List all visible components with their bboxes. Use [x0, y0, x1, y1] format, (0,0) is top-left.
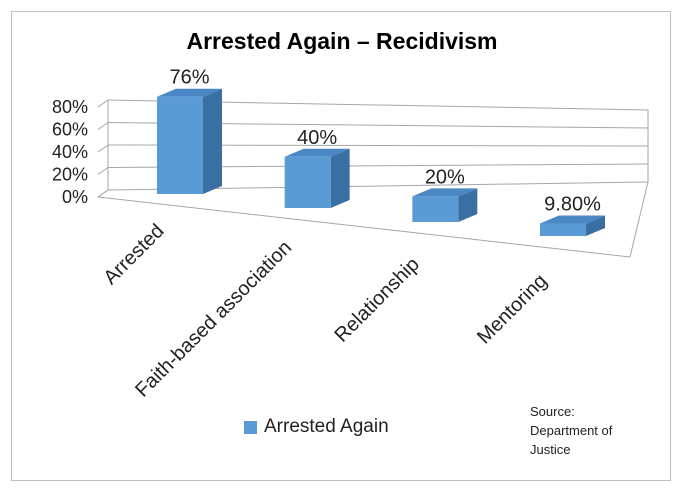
bar [284, 156, 331, 208]
source-note: Source: Department of Justice [530, 402, 650, 459]
bar-top [157, 88, 222, 97]
y-axis: 0%20% 40%60% 80% [52, 97, 88, 207]
gridline-side [97, 144, 109, 153]
data-label: 9.80% [544, 193, 601, 215]
category-label: Arrested [100, 220, 169, 289]
y-tick-label: 60% [52, 120, 88, 140]
y-tick-label: 20% [52, 165, 88, 185]
bar-side [203, 88, 222, 194]
y-tick-label: 40% [52, 142, 88, 162]
source-line: Source: [530, 404, 575, 419]
legend-label: Arrested Again [264, 416, 389, 437]
legend-swatch [244, 420, 257, 434]
bar-side [586, 215, 605, 236]
bar [412, 196, 459, 222]
bar-side [458, 188, 478, 222]
bar-side [330, 148, 350, 208]
category-label: Faith-based association [131, 237, 296, 402]
y-tick-label: 0% [62, 187, 88, 207]
gridline-side [97, 122, 109, 130]
bar-top [540, 215, 605, 224]
data-label: 40% [297, 127, 337, 149]
data-labels: 76% 40% 20% 9.80% [169, 67, 601, 216]
gridline-side [97, 167, 109, 175]
bar [540, 223, 586, 236]
source-line: Department of [530, 423, 613, 438]
chart-title: Arrested Again – Recidivism [186, 28, 498, 54]
bar-top [412, 188, 478, 197]
gridline-side [97, 99, 109, 108]
bars [157, 88, 605, 236]
floor-edge-left [97, 189, 109, 198]
source-line: Justice [530, 442, 571, 457]
data-label: 76% [169, 67, 209, 89]
data-label: 20% [425, 166, 465, 188]
floor-edge [97, 196, 631, 258]
chart-frame [11, 11, 671, 481]
y-tick-label: 80% [52, 97, 88, 117]
bar-top [284, 148, 350, 157]
category-label: Mentoring [473, 270, 551, 348]
category-label: Relationship [330, 253, 423, 346]
bar [157, 96, 203, 194]
floor-edge-right [629, 181, 649, 258]
legend: Arrested Again [244, 416, 389, 438]
